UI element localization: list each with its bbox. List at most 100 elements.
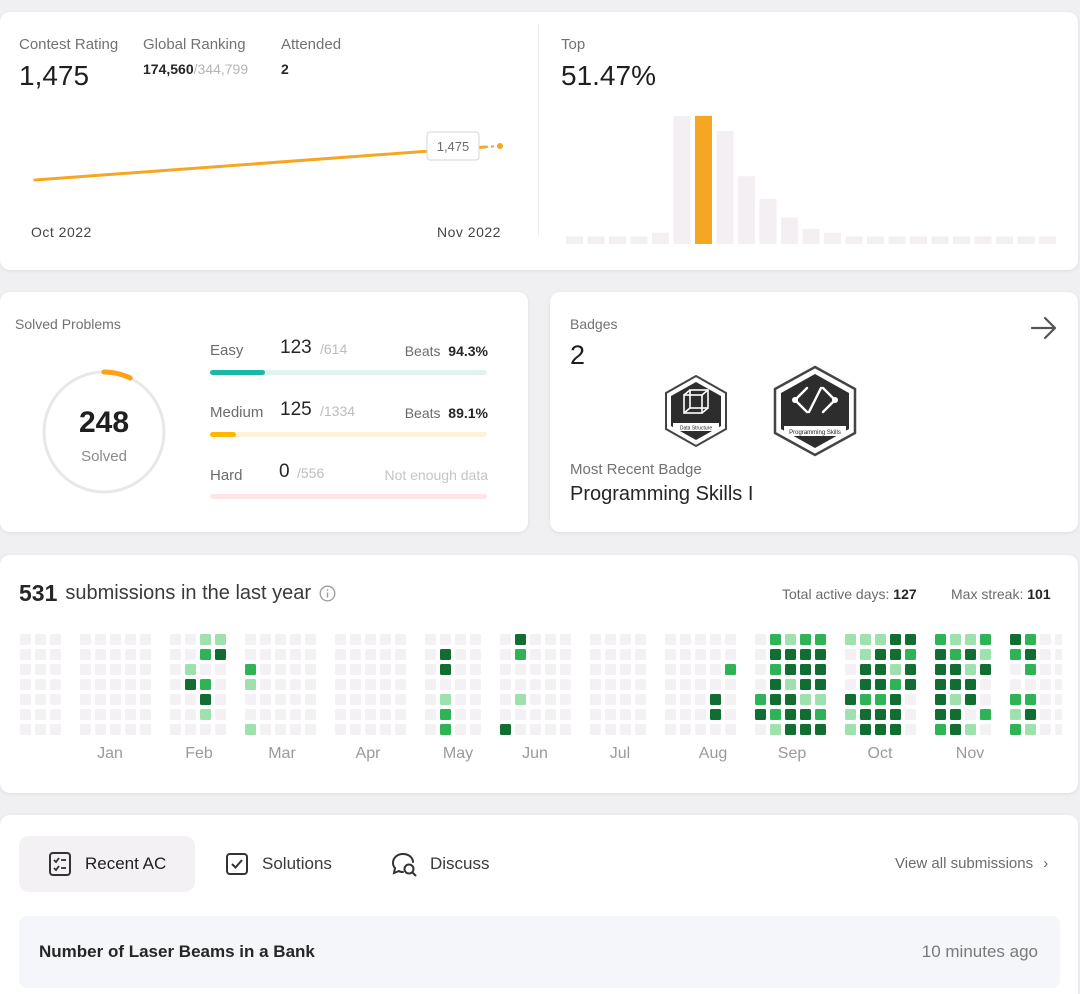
heatmap-cell: [440, 664, 451, 675]
heatmap-cell: [470, 649, 481, 660]
heatmap-cell: [710, 724, 721, 735]
heatmap-cell: [890, 664, 901, 675]
medium-progress-bar: [210, 432, 487, 437]
heatmap-cell: [455, 634, 466, 645]
heatmap-cell: [335, 649, 346, 660]
heatmap-cell: [875, 649, 886, 660]
programming-skills-badge-icon[interactable]: Programming Skills: [771, 364, 859, 458]
heatmap-cell: [425, 709, 436, 720]
ranking-histogram[interactable]: [560, 100, 1060, 250]
heatmap-cell: [50, 634, 61, 645]
heatmap-cell: [695, 724, 706, 735]
heatmap-cell: [710, 664, 721, 675]
heatmap-cell: [605, 649, 616, 660]
heatmap-cell: [20, 694, 31, 705]
heatmap-cell: [290, 634, 301, 645]
global-ranking-label: Global Ranking: [143, 36, 246, 53]
heatmap-cell: [170, 634, 181, 645]
max-streak: Max streak: 101: [951, 586, 1051, 602]
heatmap-cell: [785, 634, 796, 645]
heatmap-cell: [425, 679, 436, 690]
heatmap-cell: [335, 634, 346, 645]
heatmap-cell: [1055, 664, 1062, 675]
month-label: Aug: [698, 745, 728, 762]
heatmap-cell: [200, 724, 211, 735]
info-icon[interactable]: [319, 585, 336, 602]
heatmap-cell: [950, 694, 961, 705]
heatmap-cell: [725, 664, 736, 675]
medium-total: /1334: [320, 403, 356, 419]
heatmap-cell: [1010, 724, 1021, 735]
heatmap-cell: [305, 694, 316, 705]
global-ranking-value: 174,560/344,799: [143, 61, 249, 77]
chevron-right-icon: ›: [1043, 855, 1049, 872]
heatmap-cell: [815, 679, 826, 690]
histogram-bar: [609, 236, 626, 244]
heatmap-cell: [50, 724, 61, 735]
histogram-bar: [587, 236, 605, 244]
heatmap-cell: [695, 649, 706, 660]
heatmap-cell: [530, 634, 541, 645]
heatmap-cell: [890, 724, 901, 735]
heatmap-cell: [860, 724, 871, 735]
heatmap-cell: [785, 679, 796, 690]
submission-heatmap[interactable]: [18, 632, 1062, 736]
view-all-submissions-link[interactable]: View all submissions ›: [895, 855, 1049, 872]
heatmap-cell: [50, 694, 61, 705]
month-label: Jan: [97, 745, 123, 762]
heatmap-cell: [665, 694, 676, 705]
heatmap-cell: [935, 664, 946, 675]
heatmap-cell: [620, 724, 631, 735]
arrow-right-icon[interactable]: [1028, 312, 1060, 344]
submissions-summary: 531 submissions in the last year: [19, 580, 336, 607]
heatmap-cell: [470, 679, 481, 690]
heatmap-cell: [470, 724, 481, 735]
heatmap-cell: [890, 709, 901, 720]
hard-label: Hard: [210, 467, 243, 484]
tab-solutions[interactable]: Solutions: [196, 836, 356, 892]
heatmap-cell: [500, 724, 511, 735]
heatmap-cell: [560, 694, 571, 705]
heatmap-cell: [1010, 679, 1021, 690]
heatmap-cell: [635, 664, 646, 675]
tab-recent-ac[interactable]: Recent AC: [19, 836, 195, 892]
histogram-bar: [738, 176, 755, 244]
heatmap-cell: [1025, 649, 1036, 660]
heatmap-cell: [800, 649, 811, 660]
rating-line-chart[interactable]: 1,475: [20, 110, 520, 200]
heatmap-cell: [95, 634, 106, 645]
badges-count: 2: [570, 340, 586, 370]
heatmap-cell: [380, 664, 391, 675]
most-recent-badge-name: Programming Skills I: [570, 483, 754, 505]
heatmap-cell: [965, 709, 976, 720]
heatmap-cell: [470, 664, 481, 675]
heatmap-cell: [245, 709, 256, 720]
heatmap-cell: [530, 679, 541, 690]
heatmap-cell: [695, 634, 706, 645]
heatmap-cell: [935, 679, 946, 690]
heatmap-cell: [1055, 724, 1062, 735]
histogram-bar: [953, 236, 970, 244]
heatmap-cell: [770, 649, 781, 660]
tab-discuss[interactable]: Discuss: [362, 836, 514, 892]
heatmap-cell: [245, 724, 256, 735]
heatmap-cell: [110, 679, 121, 690]
data-structure-badge-icon[interactable]: Data Structure: [662, 373, 730, 449]
heatmap-cell: [980, 694, 991, 705]
submission-row[interactable]: Number of Laser Beams in a Bank 10 minut…: [19, 916, 1060, 988]
heatmap-cell: [845, 664, 856, 675]
heatmap-cell: [1010, 709, 1021, 720]
heatmap-cell: [905, 709, 916, 720]
heatmap-cell: [500, 634, 511, 645]
heatmap-cell: [335, 679, 346, 690]
heatmap-cell: [545, 724, 556, 735]
heatmap-cell: [260, 679, 271, 690]
heatmap-cell: [80, 724, 91, 735]
attended-label: Attended: [281, 36, 342, 53]
heatmap-cell: [275, 709, 286, 720]
heatmap-cell: [395, 634, 406, 645]
checkbox-icon: [226, 853, 248, 875]
heatmap-cell: [815, 709, 826, 720]
heatmap-cell: [770, 679, 781, 690]
heatmap-cell: [140, 664, 151, 675]
